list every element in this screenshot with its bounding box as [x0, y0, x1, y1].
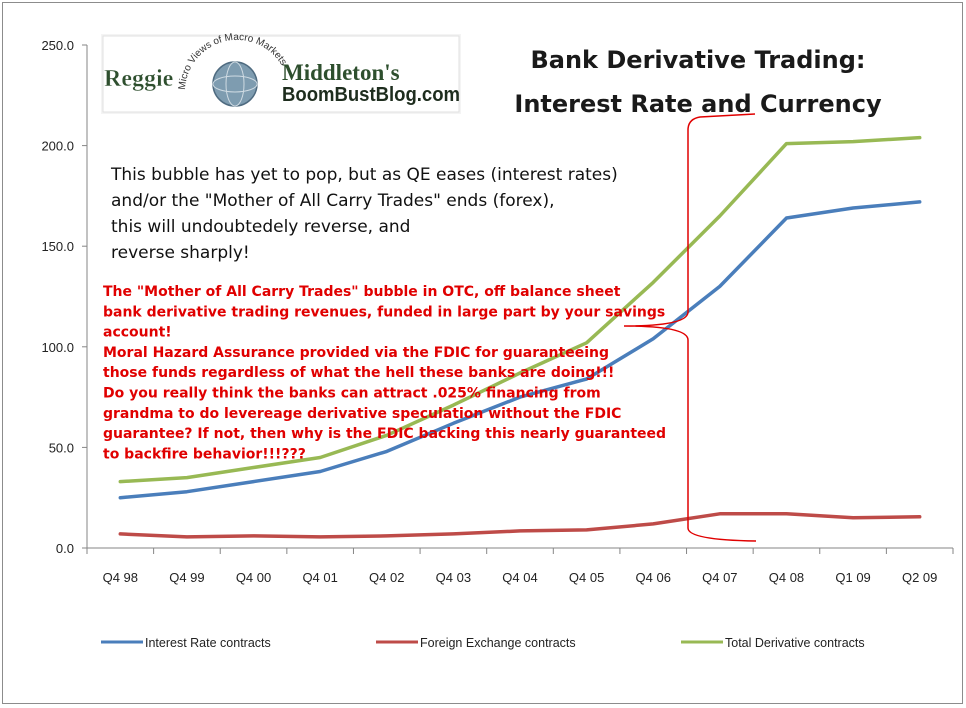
y-tick-label: 0.0 [56, 541, 74, 556]
x-tick-label: Q4 02 [369, 570, 404, 585]
annotation-red-line: those funds regardless of what the hell … [103, 365, 614, 381]
legend-label-2: Total Derivative contracts [725, 636, 865, 650]
annotation-red-line: bank derivative trading revenues, funded… [103, 304, 665, 320]
x-tick-label: Q4 05 [569, 570, 604, 585]
annotation-black-line: reverse sharply! [111, 243, 250, 263]
x-tick-label: Q4 99 [169, 570, 204, 585]
annotation-red-line: The "Mother of All Carry Trades" bubble … [103, 284, 621, 300]
y-axis-ticks: 0.0 50.0 100.0 150.0 200.0 250.0 [41, 38, 87, 556]
x-tick-label: Q4 00 [236, 570, 271, 585]
annotation-black-line: this will undoubtedely reverse, and [111, 217, 410, 237]
x-tick-label: Q4 04 [502, 570, 537, 585]
series-line-0 [118, 200, 922, 500]
annotation-red-line: guarantee? If not, then why is the FDIC … [103, 426, 666, 442]
annotation-black-line: and/or the "Mother of All Carry Trades" … [111, 191, 555, 211]
y-tick-label: 250.0 [41, 38, 74, 53]
x-tick-label: Q4 07 [702, 570, 737, 585]
legend: Interest Rate contracts Foreign Exchange … [101, 636, 865, 650]
series-line-1 [118, 512, 922, 539]
annotation-red: The "Mother of All Carry Trades" bubble … [103, 284, 666, 462]
x-tick-label: Q4 08 [769, 570, 804, 585]
annotation-red-line: to backfire behavior!!!??? [103, 446, 306, 462]
y-tick-label: 200.0 [41, 139, 74, 154]
x-axis-ticks: Q4 98 Q4 99 Q4 00 Q4 01 Q4 02 Q4 03 Q4 04 Q4 05… [86, 548, 954, 585]
logo-site: BoomBustBlog.com [282, 84, 460, 106]
annotation-red-line: Moral Hazard Assurance provided via the … [103, 345, 609, 361]
x-tick-label: Q2 09 [902, 570, 937, 585]
chart-title-line-2: Interest Rate and Currency [514, 90, 882, 118]
y-tick-label: 50.0 [49, 440, 74, 455]
annotation-red-line: Do you really think the banks can attrac… [103, 386, 601, 402]
red-bracket [623, 113, 757, 542]
y-tick-label: 100.0 [41, 340, 74, 355]
series-line-2 [118, 135, 922, 484]
annotation-black: This bubble has yet to pop, but as QE ea… [110, 165, 618, 263]
x-tick-label: Q4 06 [636, 570, 671, 585]
annotation-red-line: account! [103, 325, 172, 341]
chart-title-line-1: Bank Derivative Trading: [530, 46, 865, 74]
legend-label-0: Interest Rate contracts [145, 636, 271, 650]
x-tick-label: Q4 03 [436, 570, 471, 585]
logo-name-left: Reggie [104, 66, 174, 92]
x-tick-label: Q1 09 [835, 570, 870, 585]
y-tick-label: 150.0 [41, 239, 74, 254]
legend-label-1: Foreign Exchange contracts [420, 636, 576, 650]
annotation-red-line: grandma to do levereage derivative specu… [103, 406, 621, 422]
x-tick-label: Q4 01 [302, 570, 337, 585]
x-tick-label: Q4 98 [103, 570, 138, 585]
annotation-black-line: This bubble has yet to pop, but as QE ea… [110, 165, 618, 185]
logo: Reggie Middleton's BoomBustBlog.com Micr… [101, 32, 461, 114]
series-lines [118, 135, 922, 539]
logo-name-right: Middleton's [282, 60, 400, 85]
globe-icon [212, 61, 258, 107]
